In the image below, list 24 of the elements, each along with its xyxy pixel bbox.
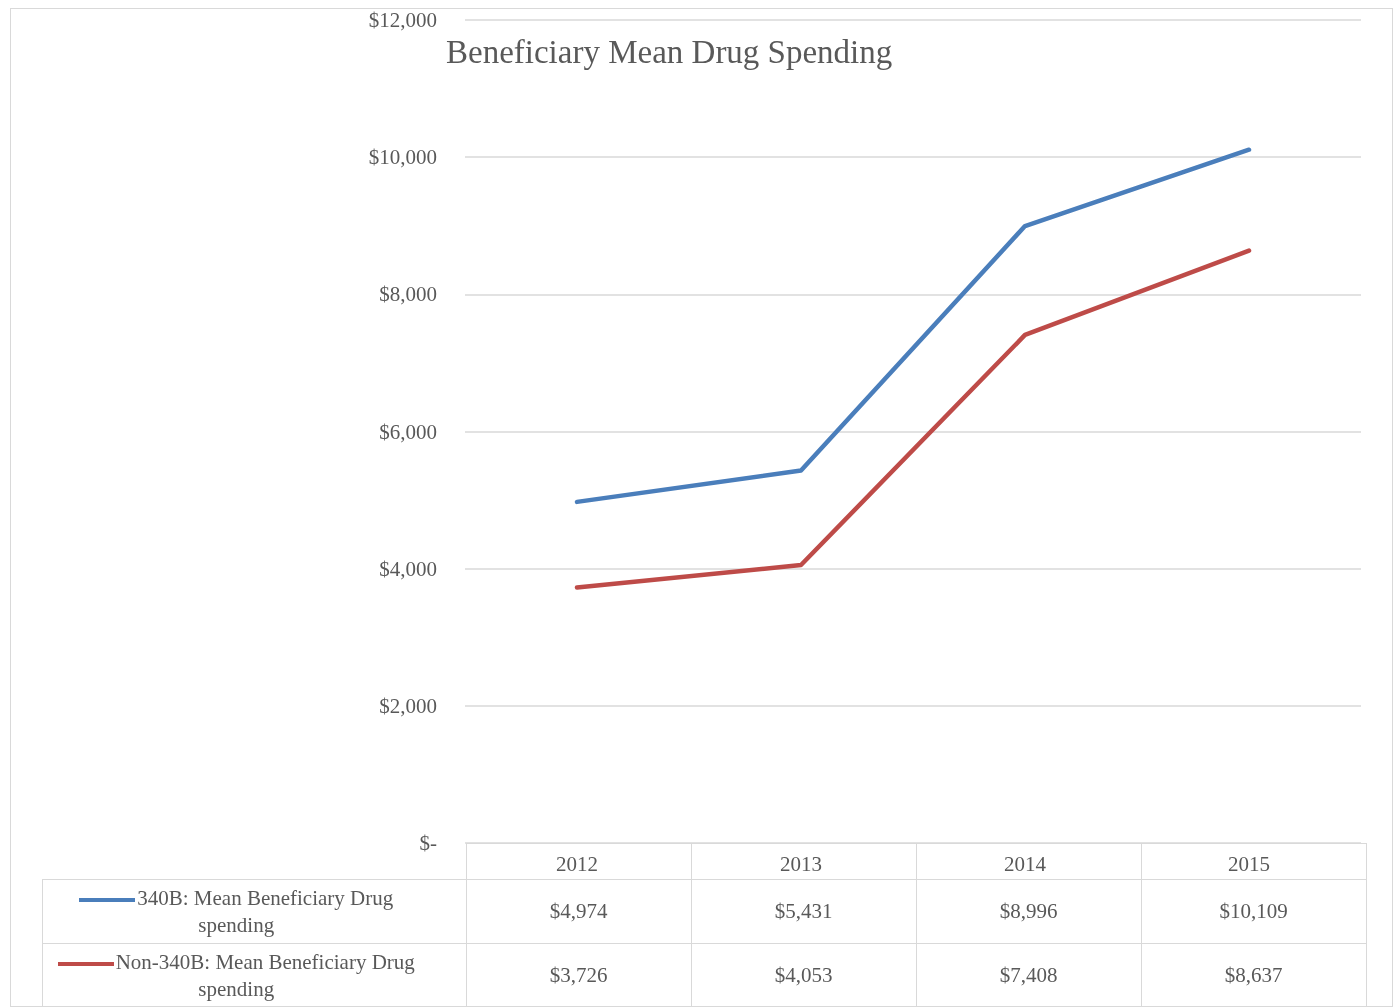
y-tick-label: $12,000 xyxy=(368,8,437,32)
data-label: $3,726 xyxy=(466,943,691,1007)
x-tick-label: 2015 xyxy=(1228,851,1270,876)
data-label: $10,109 xyxy=(1141,879,1366,944)
legend-label: Non-340B: Mean Beneficiary Drug spending xyxy=(42,943,466,1007)
y-tick-label: $8,000 xyxy=(379,282,437,307)
data-label: $8,996 xyxy=(916,879,1141,944)
data-label: $7,408 xyxy=(916,943,1141,1007)
chart-title: Beneficiary Mean Drug Spending xyxy=(446,33,893,70)
line-series xyxy=(574,248,1252,590)
y-tick-label: $- xyxy=(419,831,437,855)
data-label: $5,431 xyxy=(691,879,916,944)
legend-label: 340B: Mean Beneficiary Drug spending xyxy=(42,879,466,944)
x-tick-label: 2013 xyxy=(780,851,822,876)
y-tick-label: $6,000 xyxy=(379,419,437,444)
y-tick-label: $2,000 xyxy=(379,693,437,718)
data-label: $8,637 xyxy=(1141,943,1366,1007)
y-tick-label: $4,000 xyxy=(379,556,437,581)
data-label: $4,053 xyxy=(691,943,916,1007)
line-series xyxy=(574,147,1252,505)
data-label: $4,974 xyxy=(466,879,691,944)
x-tick-label: 2012 xyxy=(556,851,598,876)
x-tick-label: 2014 xyxy=(1004,851,1047,876)
y-tick-label: $10,000 xyxy=(368,145,437,170)
